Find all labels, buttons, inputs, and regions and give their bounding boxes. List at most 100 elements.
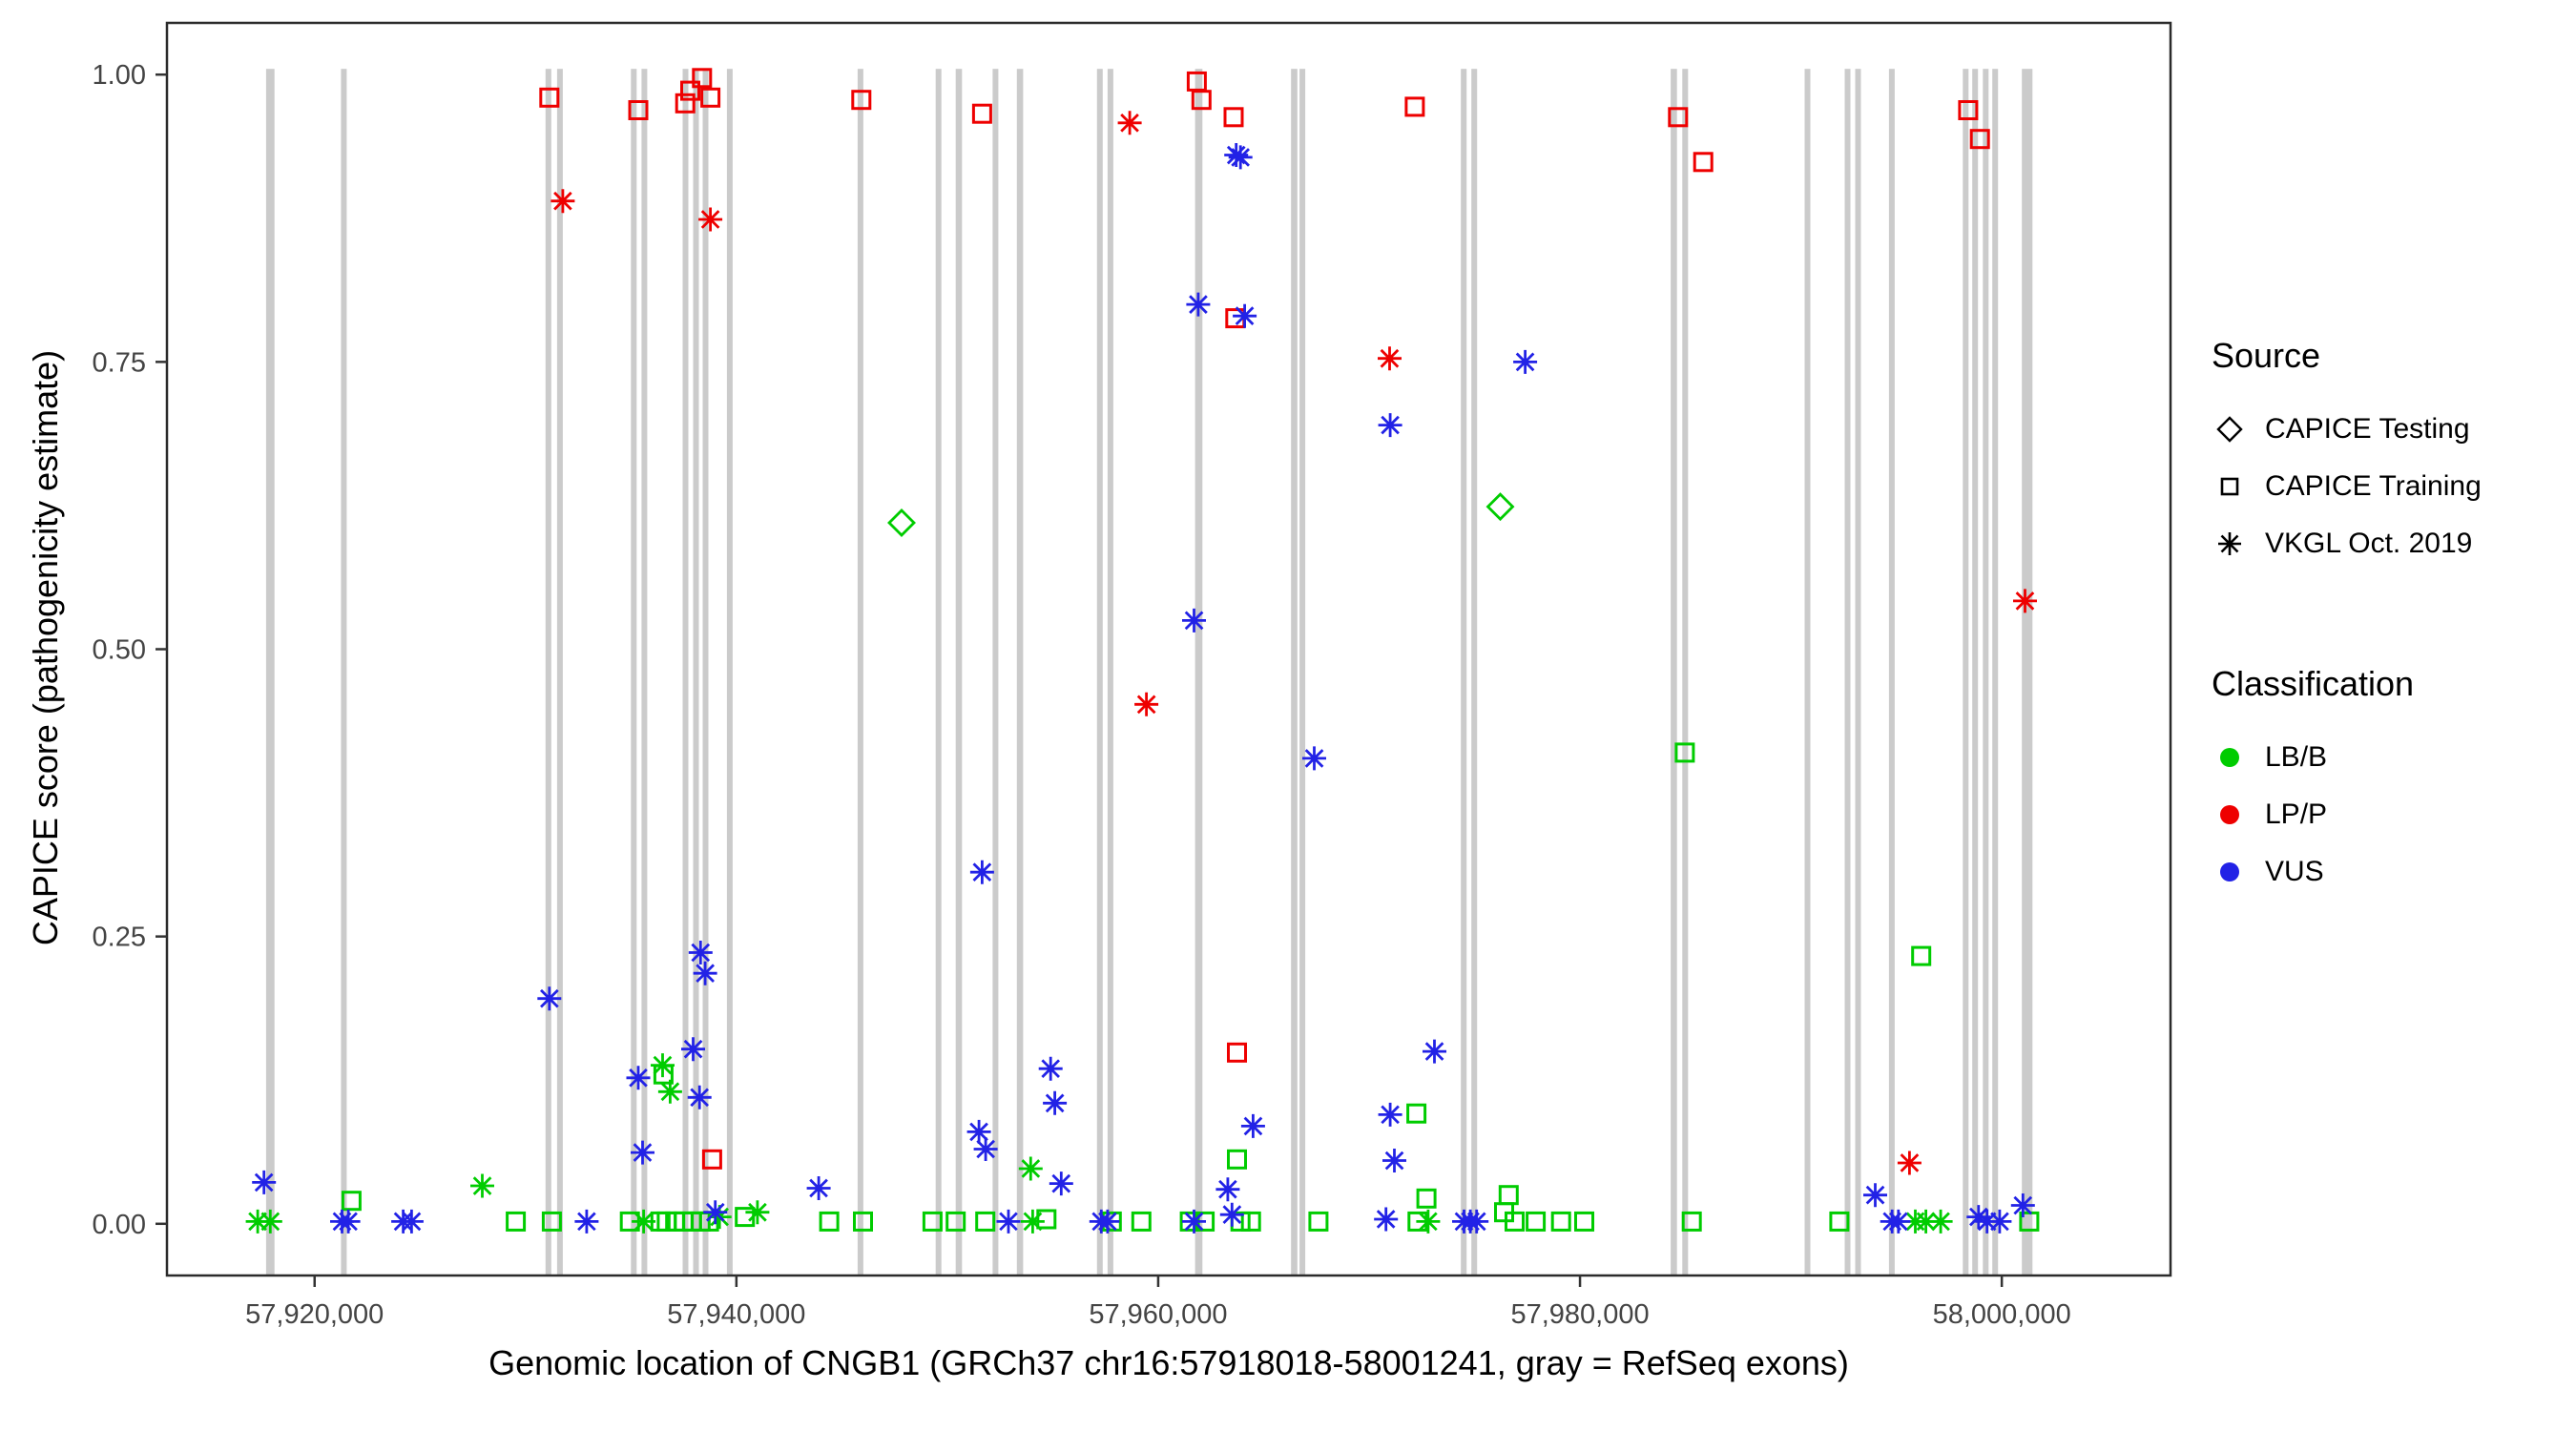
x-tick-label: 57,940,000: [667, 1299, 805, 1330]
exon-band: [1682, 69, 1689, 1276]
exon-band: [1471, 69, 1478, 1276]
data-point-square: [1911, 945, 1932, 966]
data-point-square: [1681, 1211, 1702, 1232]
legend-label-capice-training: CAPICE Training: [2265, 470, 2482, 502]
exon-band: [1855, 69, 1861, 1276]
data-point-asterisk: [1182, 1209, 1206, 1234]
y-tick-label: 0.50: [93, 635, 146, 666]
data-point-asterisk: [1182, 608, 1206, 633]
data-point-square: [1958, 100, 1979, 120]
data-point-asterisk: [399, 1209, 424, 1234]
exon-band: [935, 69, 942, 1276]
panel-border: [165, 21, 2172, 1277]
legend-label-lpp: LP/P: [2265, 798, 2328, 830]
data-point-asterisk: [1928, 1209, 1953, 1234]
exon-band: [1888, 69, 1895, 1276]
data-point-asterisk: [2013, 589, 2037, 613]
red-dot-icon: [2220, 805, 2239, 824]
y-axis-title: CAPICE score (pathogenicity estimate): [26, 349, 65, 946]
data-point-asterisk: [1018, 1156, 1043, 1181]
data-point-asterisk: [1378, 413, 1402, 438]
data-point-asterisk: [681, 1037, 705, 1062]
data-point-asterisk: [1513, 349, 1538, 374]
data-point-asterisk: [1987, 1209, 2012, 1234]
data-point-asterisk: [703, 1200, 728, 1225]
data-point-square: [628, 100, 649, 120]
exon-band: [1195, 69, 1203, 1276]
data-point-square: [1227, 1042, 1247, 1063]
data-point-square: [945, 1211, 966, 1232]
exon-band: [556, 69, 563, 1276]
exon-band: [631, 69, 637, 1276]
x-tick-label: 57,980,000: [1510, 1299, 1649, 1330]
data-point-square: [1829, 1211, 1850, 1232]
data-point-square: [1406, 1103, 1427, 1124]
data-point-square: [1404, 96, 1425, 117]
data-point-asterisk: [651, 1053, 675, 1078]
data-point-square: [819, 1211, 840, 1232]
y-tick-label: 0.25: [93, 923, 146, 953]
data-point-square: [341, 1191, 362, 1212]
x-tick-label: 58,000,000: [1933, 1299, 2071, 1330]
asterisk-icon: [2218, 532, 2241, 555]
data-point-asterisk: [1416, 1209, 1441, 1234]
legend: Source CAPICE Testing CAPICE Training VK…: [2212, 336, 2565, 901]
data-point-asterisk: [631, 1140, 654, 1165]
data-point-asterisk: [1975, 1209, 2000, 1234]
data-point-square: [506, 1211, 527, 1232]
data-point-asterisk: [1134, 692, 1159, 716]
data-point-asterisk: [551, 189, 575, 214]
data-point-square: [541, 1211, 562, 1232]
exon-band: [682, 69, 689, 1276]
data-point-asterisk: [687, 1085, 712, 1110]
data-point-square: [1969, 129, 1990, 150]
data-point-asterisk: [1117, 111, 1142, 135]
diamond-icon: [2216, 416, 2243, 443]
exon-band: [641, 69, 648, 1276]
data-point-asterisk: [1043, 1090, 1068, 1115]
data-point-asterisk: [1233, 303, 1257, 328]
legend-classification-title: Classification: [2212, 664, 2415, 703]
data-point-square: [971, 103, 992, 124]
data-point-asterisk: [1219, 1202, 1244, 1227]
data-point-asterisk: [745, 1200, 770, 1225]
data-point-square: [1668, 107, 1689, 128]
data-point-asterisk: [1224, 143, 1249, 167]
data-point-square: [1574, 1211, 1594, 1232]
data-point-asterisk: [657, 1079, 682, 1104]
data-point-asterisk: [698, 207, 723, 232]
data-point-square: [1240, 1211, 1261, 1232]
data-point-asterisk: [973, 1137, 998, 1161]
green-dot-icon: [2220, 748, 2239, 767]
data-point-asterisk: [258, 1209, 282, 1234]
exon-band: [955, 69, 963, 1276]
data-point-asterisk: [537, 986, 562, 1011]
data-point-square: [539, 87, 560, 108]
y-tick-label: 1.00: [93, 60, 146, 91]
exon-band: [1972, 69, 1979, 1276]
data-point-diamond: [1485, 492, 1515, 522]
legend-item-lpp: LP/P: [2212, 786, 2565, 843]
data-point-asterisk: [2010, 1193, 2035, 1217]
data-point-square: [1308, 1211, 1329, 1232]
data-point-square: [680, 80, 700, 101]
data-point-asterisk: [1382, 1149, 1406, 1172]
exon-band: [1299, 69, 1306, 1276]
data-point-asterisk: [470, 1173, 494, 1198]
legend-item-vus: VUS: [2212, 843, 2565, 901]
data-point-asterisk: [1020, 1209, 1045, 1234]
data-point-asterisk: [1378, 346, 1402, 371]
data-point-asterisk: [1966, 1205, 1991, 1230]
data-point-asterisk: [1049, 1172, 1073, 1196]
x-tick-label: 57,960,000: [1089, 1299, 1227, 1330]
exon-band: [702, 69, 709, 1276]
data-point-square: [1674, 742, 1695, 763]
exon-band: [341, 69, 347, 1276]
exon-band: [693, 69, 699, 1276]
exon-band: [1016, 69, 1024, 1276]
data-point-asterisk: [1423, 1039, 1446, 1064]
legend-label-capice-testing: CAPICE Testing: [2265, 413, 2470, 445]
data-point-square: [975, 1211, 996, 1232]
data-point-asterisk: [996, 1209, 1021, 1234]
data-point-diamond: [887, 508, 916, 537]
